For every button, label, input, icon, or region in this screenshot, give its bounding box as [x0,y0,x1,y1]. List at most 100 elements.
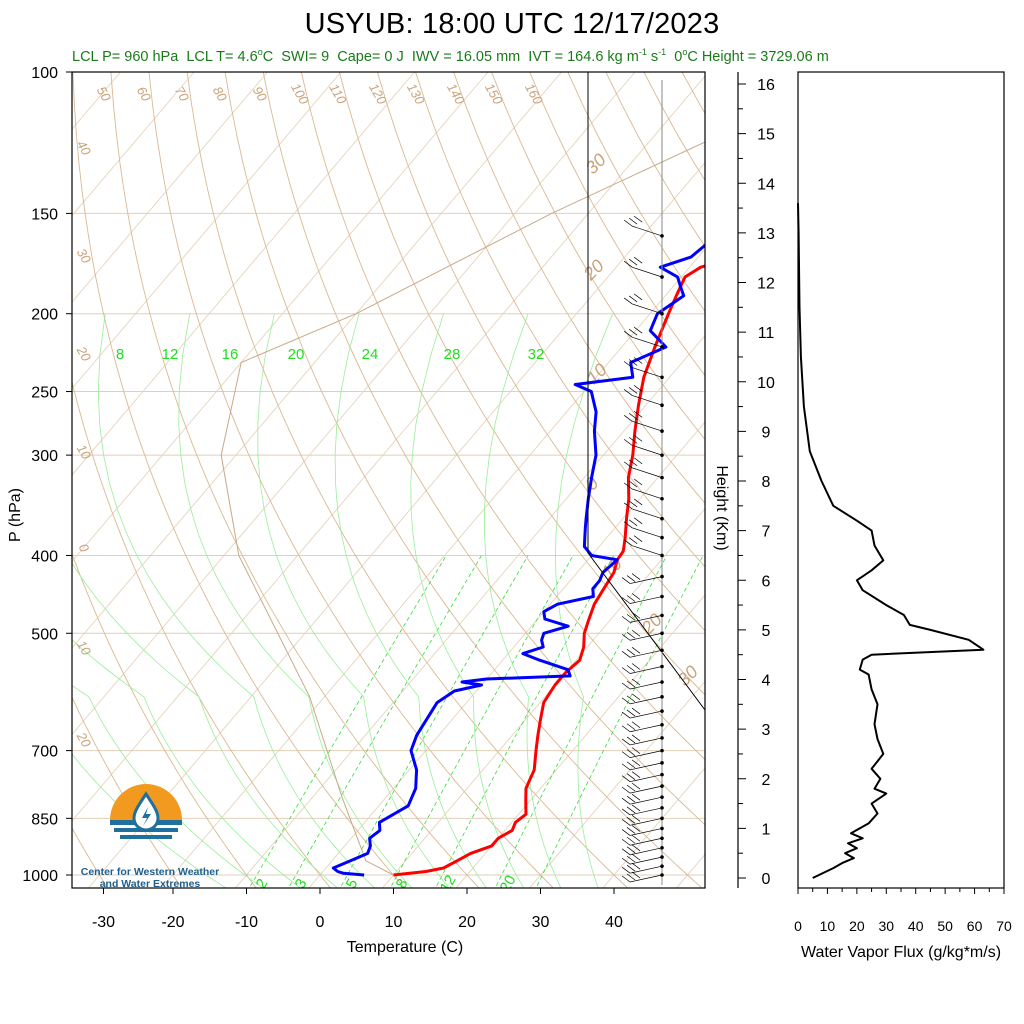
wind-barb-feather [621,751,631,758]
wind-barb-feather [628,387,638,394]
mixing-ratio-label: 24 [362,346,379,363]
moist-adiabat-line [334,313,487,888]
moist-adiabat-line [97,313,376,888]
wind-barb-dot [660,496,664,501]
wind-barb-feather [623,439,633,446]
wind-barb-feather [623,260,633,268]
zero-height-value: C Height = 3729.06 m [687,48,829,65]
wind-barb-feather [621,597,631,604]
height-tick-label: 6 [762,573,771,590]
wind-barb-feather [626,836,636,844]
flux-tick-label: 50 [937,918,953,934]
wind-barb-feather [626,649,636,656]
wind-barb-feather [626,736,636,744]
wind-barb-feather [621,633,631,641]
wind-barb-feather [626,761,636,769]
cw3e-logo-icon [110,784,182,839]
wind-barb-feather [621,797,631,805]
wind-panel-outline [587,72,706,888]
wind-barb-staff [632,225,663,237]
wind-barb-feather [628,413,638,420]
wind-barb-staff [629,874,663,883]
wind-barb-feather [621,577,631,584]
wind-barb-feather [631,612,641,619]
isotherm-line [72,72,489,563]
wind-barb-feather [633,385,643,392]
dewpoint-trace [331,243,705,877]
dry-adiabat-line [72,696,183,888]
wind-barb-staff [632,467,663,478]
swi-value: SWI= 9 [281,48,330,65]
isotherm-label: 10 [74,442,95,463]
dry-adiabat-label: 130 [404,81,428,108]
wind-barb-feather [621,866,631,874]
wind-barb-feather [626,827,636,834]
pressure-tick-label: 400 [31,548,58,565]
iwv-value: IWV = 16.05 mm [411,48,521,65]
dry-adiabat-line [110,72,480,888]
dry-adiabat-line [72,380,332,888]
wind-barb-staff [632,545,663,556]
water-vapor-flux-trace [797,203,985,879]
wind-barb-feather [621,819,631,826]
isotherm-line [161,248,705,888]
moist-adiabat-line [257,313,450,888]
isotherm-line [455,594,705,888]
temperature-tick-label: 0 [316,914,325,931]
wind-barb-staff [632,367,663,378]
flux-tick-label: 70 [996,918,1012,934]
wind-barb-feather [626,749,636,756]
wind-barb-feather [628,359,638,366]
mixing-ratio-label: 28 [444,346,461,363]
wind-barb-feather [623,297,633,305]
isotherm-line [72,72,342,390]
isotherm-line [72,75,705,822]
height-tick-label: 5 [762,623,771,640]
wind-barb-staff [629,666,663,674]
dry-adiabat-line [0,72,36,892]
pressure-tick-label: 300 [31,448,58,465]
wind-barb-staff [629,724,663,733]
flux-frame [797,71,1005,889]
isotherm-line [602,767,705,888]
isotherm-line [308,421,705,888]
wind-barbs [621,80,664,885]
dry-adiabat-label: 150 [482,81,506,108]
isotherm-label: 20 [73,343,94,365]
temperature-tick-label: -30 [92,914,115,931]
wind-barb-feather [633,517,643,525]
wind-barb-feather [631,844,641,852]
wind-barb-feather [628,295,638,303]
dry-adiabat-line [224,72,703,888]
wind-barb-feather [631,629,641,637]
wind-barb-staff [629,615,663,623]
wind-barb-feather [623,521,633,529]
wind-barb-staff [629,865,663,874]
height-tick-label: 12 [757,276,775,293]
dry-adiabat-line [605,72,705,248]
dry-adiabat-line [567,72,705,312]
isotherm-label: 10 [74,638,95,659]
wind-barb-feather [621,682,631,690]
wind-barb-staff [629,762,663,771]
wind-barb-dot [660,403,664,408]
wind-barb-feather [623,219,633,227]
temperature-trace [393,264,705,877]
dry-adiabat-label: 60 [134,84,155,105]
wind-barb-feather [631,815,641,822]
wind-barb-staff [629,681,663,690]
wind-barb-feather [631,593,641,600]
temperature-axis-label: Temperature (C) [347,939,463,956]
wind-barb-feather [633,478,643,486]
wind-barb-feather [626,575,636,582]
cape-value: Cape= 0 J [337,48,404,65]
wind-barb-feather [626,680,636,688]
wind-barb-staff [629,785,663,794]
temperature-tick-label: 40 [605,914,623,931]
wind-barb-staff [629,710,663,719]
wind-barb-feather [623,502,633,510]
wind-barb-feather [626,665,636,672]
mixing-ratio-line [339,555,529,888]
wind-barb-staff [629,837,663,846]
